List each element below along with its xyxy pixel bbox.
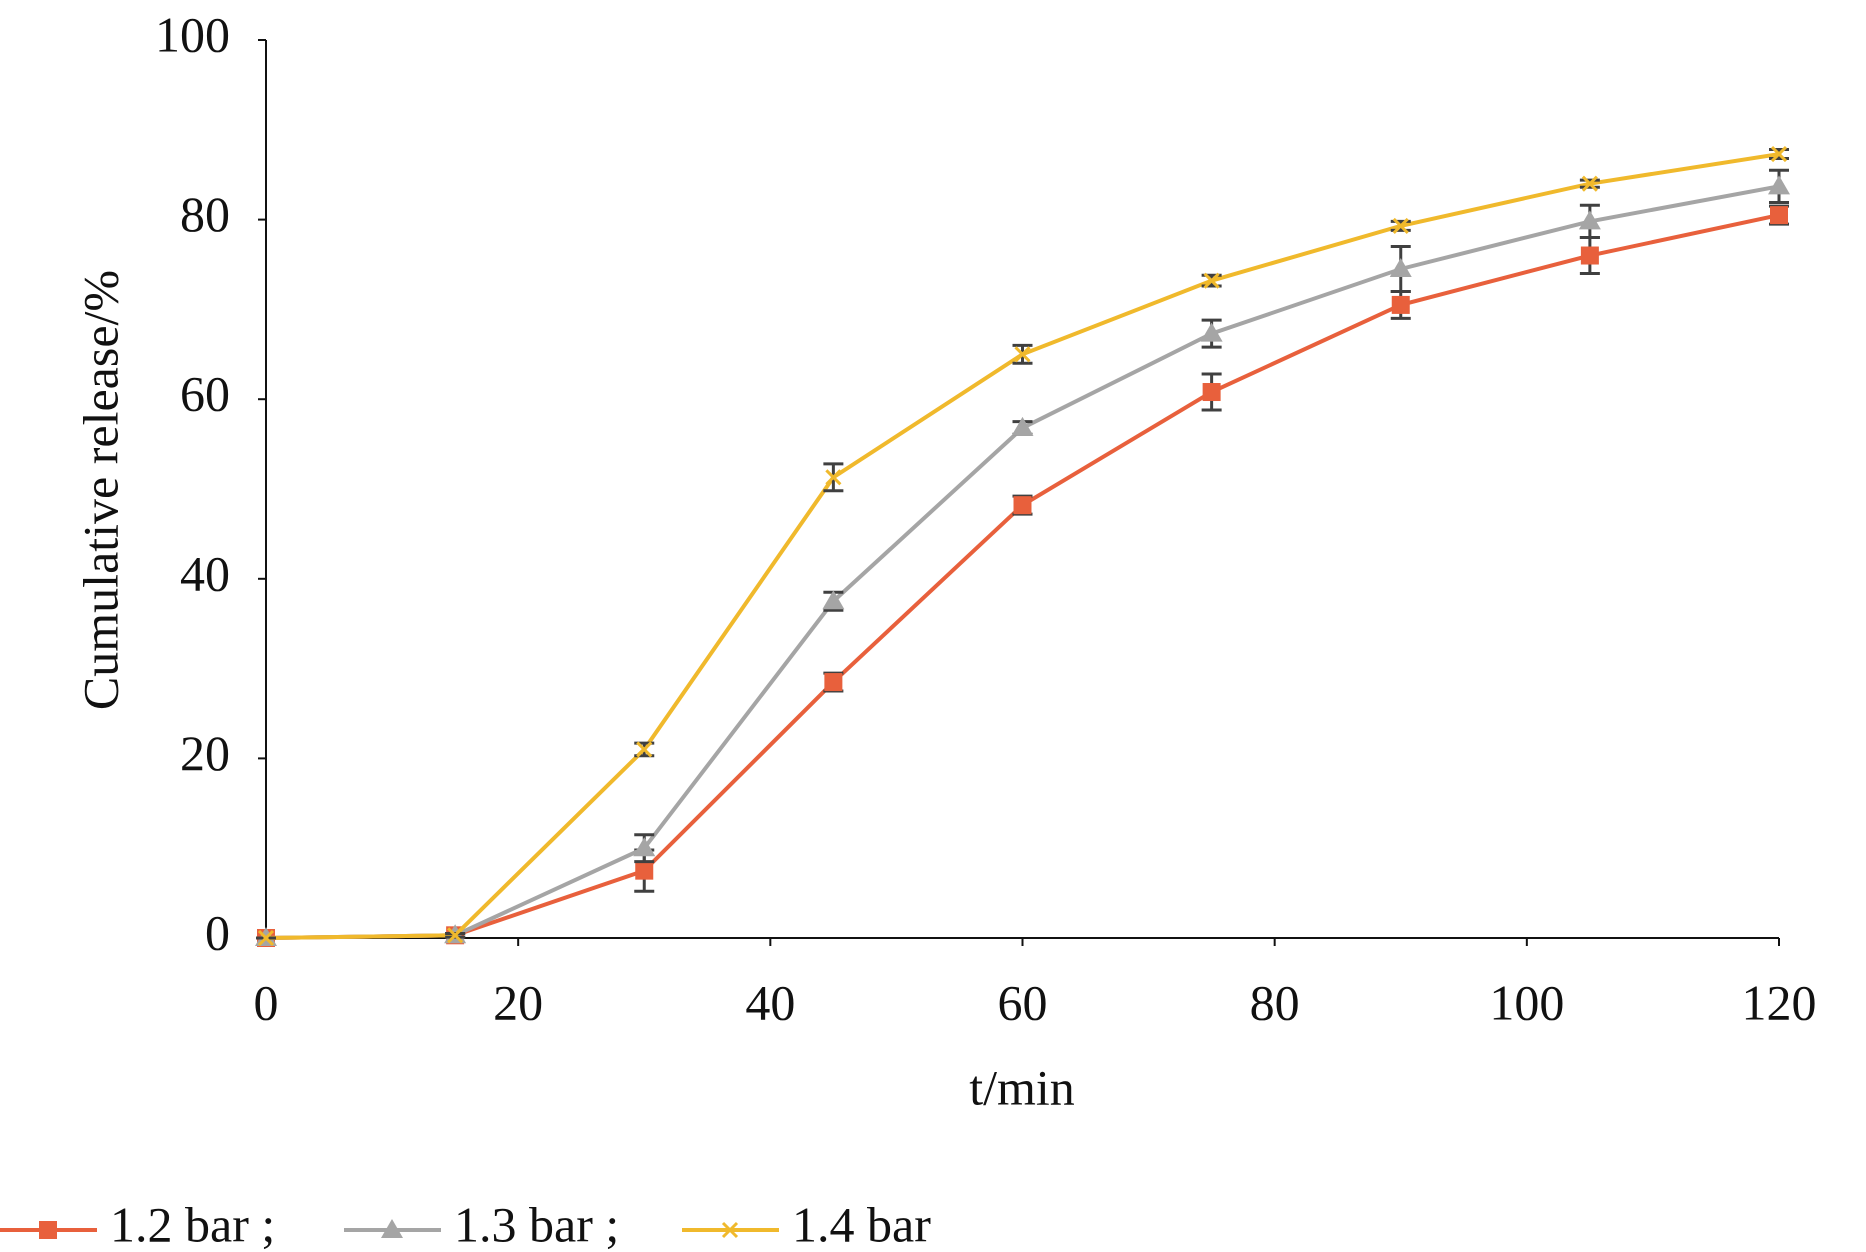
data-point xyxy=(1392,217,1409,234)
data-point xyxy=(1011,416,1034,436)
legend-label: 1.4 bar xyxy=(792,1196,931,1252)
y-axis-title: Cumulative release/% xyxy=(72,270,128,710)
data-point xyxy=(1391,295,1410,314)
data-point xyxy=(1770,206,1788,225)
data-point xyxy=(1770,145,1788,163)
data-point xyxy=(1389,257,1412,277)
data-point xyxy=(1581,175,1598,192)
legend-marker xyxy=(39,1221,57,1239)
data-point xyxy=(635,861,654,880)
y-tick-label: 60 xyxy=(180,366,230,422)
data-point xyxy=(257,929,275,947)
data-point xyxy=(1578,210,1601,230)
data-point xyxy=(1768,175,1790,195)
data-point xyxy=(1202,383,1221,402)
data-point xyxy=(636,741,653,758)
series-line xyxy=(265,184,1780,940)
y-tick-label: 20 xyxy=(180,725,230,781)
data-point xyxy=(447,927,464,944)
legend-marker xyxy=(381,1219,403,1238)
y-tick-label: 80 xyxy=(180,186,230,242)
y-tick-label: 40 xyxy=(180,545,230,601)
data-point xyxy=(1203,272,1220,289)
data-point xyxy=(1580,246,1599,265)
x-tick-label: 20 xyxy=(493,974,543,1030)
series-line xyxy=(265,213,1780,940)
x-tick-label: 120 xyxy=(1742,974,1817,1030)
data-point xyxy=(824,673,843,692)
y-tick-label: 100 xyxy=(155,6,230,62)
data-point xyxy=(822,590,845,610)
x-tick-label: 80 xyxy=(1250,974,1300,1030)
x-tick-label: 0 xyxy=(254,974,279,1030)
data-point xyxy=(633,837,656,857)
data-point xyxy=(825,469,842,486)
data-point xyxy=(1200,322,1223,342)
x-axis-title: t/min xyxy=(969,1059,1075,1115)
data-point xyxy=(1014,346,1031,363)
legend-label: 1.3 bar ; xyxy=(454,1196,619,1252)
series-line xyxy=(265,152,1780,940)
legend-marker xyxy=(721,1221,739,1239)
data-point xyxy=(1013,496,1032,515)
legend-label: 1.2 bar ; xyxy=(110,1196,275,1252)
x-tick-label: 100 xyxy=(1489,974,1564,1030)
y-tick-label: 0 xyxy=(205,904,230,960)
x-tick-label: 40 xyxy=(745,974,795,1030)
x-tick-label: 60 xyxy=(998,974,1048,1030)
